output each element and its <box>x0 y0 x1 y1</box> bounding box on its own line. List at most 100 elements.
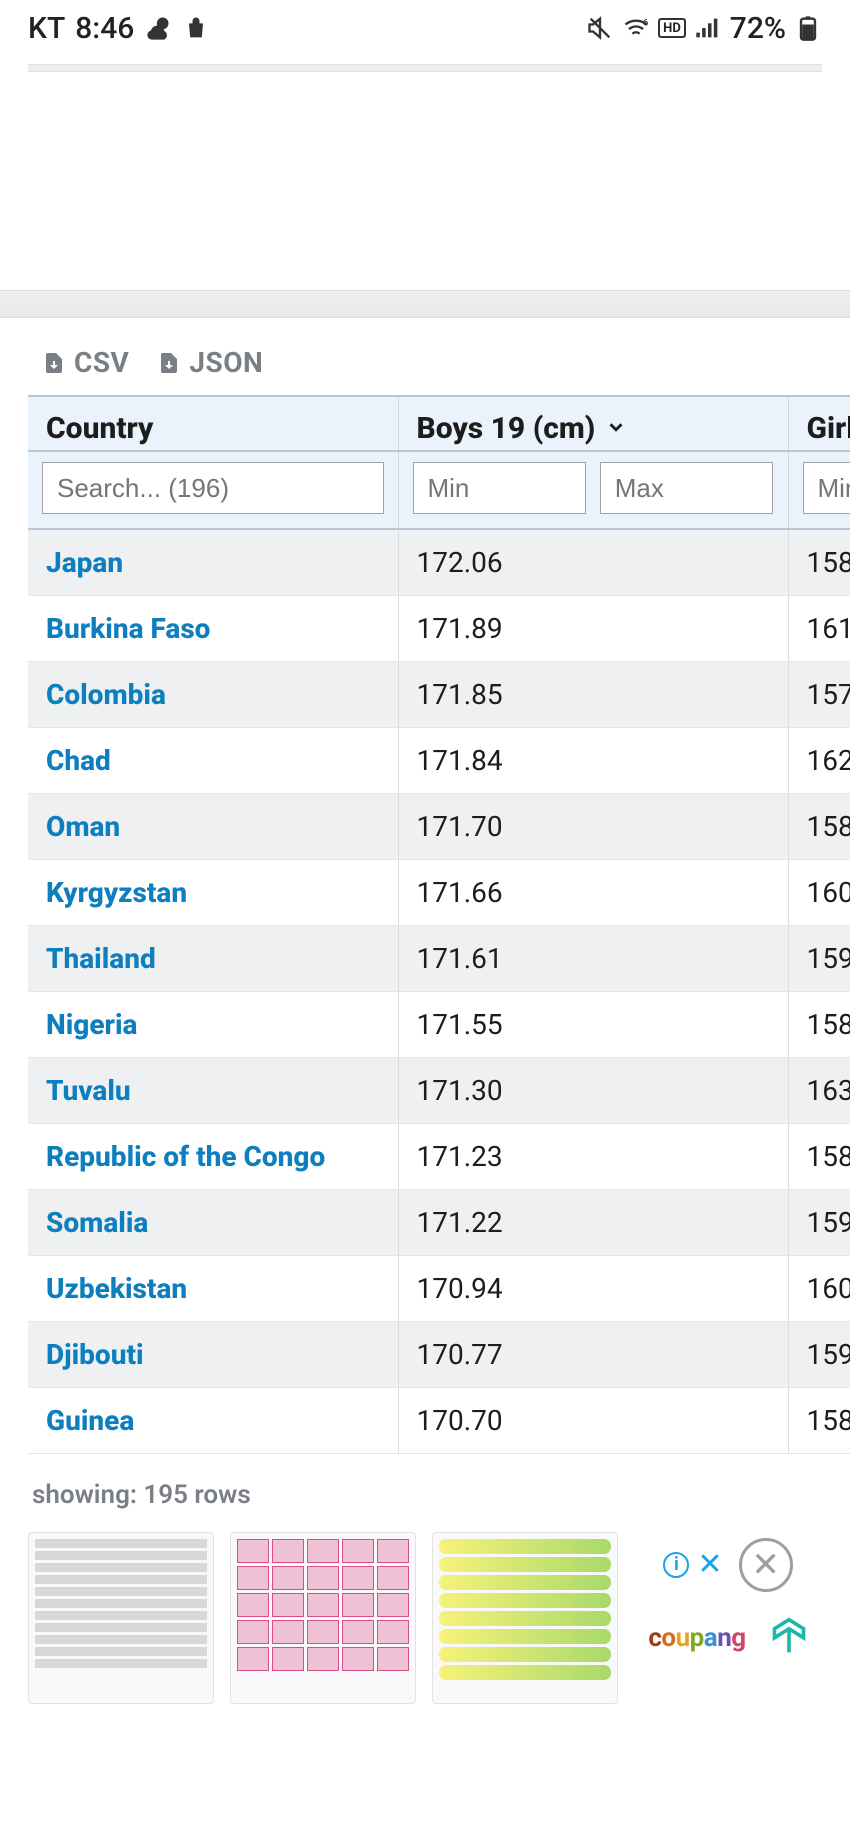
girls-cell: 159 <box>788 925 850 991</box>
table-row: Kyrgyzstan171.66160 <box>28 859 850 925</box>
boys-cell: 171.61 <box>398 925 788 991</box>
boys-cell: 171.89 <box>398 595 788 661</box>
showing-rows: showing: 195 rows <box>28 1454 850 1510</box>
boys-cell: 170.94 <box>398 1255 788 1321</box>
header-boys[interactable]: Boys 19 (cm) <box>398 396 788 451</box>
ad-card-3[interactable] <box>432 1532 618 1704</box>
country-cell[interactable]: Guinea <box>28 1387 398 1453</box>
girls-cell: 157 <box>788 661 850 727</box>
bag-icon <box>182 14 210 42</box>
girls-cell: 158 <box>788 529 850 595</box>
header-country[interactable]: Country <box>28 396 398 451</box>
export-row: CSV JSON <box>28 346 850 395</box>
country-cell[interactable]: Somalia <box>28 1189 398 1255</box>
country-cell[interactable]: Colombia <box>28 661 398 727</box>
country-cell[interactable]: Chad <box>28 727 398 793</box>
status-bar: KT 8:46 6 HD 72% <box>0 0 850 56</box>
country-cell[interactable]: Uzbekistan <box>28 1255 398 1321</box>
girls-cell: 160 <box>788 859 850 925</box>
top-divider <box>28 64 822 72</box>
country-cell[interactable]: Djibouti <box>28 1321 398 1387</box>
height-table: Country Boys 19 (cm) Girl <box>28 395 850 1454</box>
main-content: CSV JSON Country Boys 19 (cm) Girl <box>0 318 850 1510</box>
country-cell[interactable]: Burkina Faso <box>28 595 398 661</box>
status-left: KT 8:46 <box>28 11 210 46</box>
carrier-label: KT <box>28 11 65 46</box>
export-json-button[interactable]: JSON <box>157 346 263 379</box>
ad-brand[interactable]: coupang <box>648 1623 745 1653</box>
country-cell[interactable]: Thailand <box>28 925 398 991</box>
table-wrap: Country Boys 19 (cm) Girl <box>28 395 850 1454</box>
download-icon <box>42 351 66 375</box>
country-cell[interactable]: Tuvalu <box>28 1057 398 1123</box>
girls-min-input[interactable] <box>803 462 850 514</box>
country-cell[interactable]: Oman <box>28 793 398 859</box>
section-divider <box>0 290 850 318</box>
hd-icon: HD <box>658 18 686 38</box>
girls-cell: 163 <box>788 1057 850 1123</box>
table-row: Guinea170.70158 <box>28 1387 850 1453</box>
table-row: Uzbekistan170.94160 <box>28 1255 850 1321</box>
battery-icon <box>794 14 822 42</box>
table-row: Somalia171.22159 <box>28 1189 850 1255</box>
table-row: Chad171.84162 <box>28 727 850 793</box>
girls-cell: 161 <box>788 595 850 661</box>
boys-cell: 171.55 <box>398 991 788 1057</box>
girls-cell: 160 <box>788 1255 850 1321</box>
boys-cell: 171.22 <box>398 1189 788 1255</box>
header-girls[interactable]: Girl <box>788 396 850 451</box>
clock: 8:46 <box>75 11 134 46</box>
boys-cell: 170.70 <box>398 1387 788 1453</box>
boys-cell: 171.85 <box>398 661 788 727</box>
girls-cell: 162 <box>788 727 850 793</box>
export-csv-label: CSV <box>74 346 129 379</box>
export-json-label: JSON <box>189 346 263 379</box>
table-row: Tuvalu171.30163 <box>28 1057 850 1123</box>
boys-max-input[interactable] <box>600 462 773 514</box>
girls-cell: 158 <box>788 1123 850 1189</box>
signal-icon <box>694 14 722 42</box>
boys-cell: 171.84 <box>398 727 788 793</box>
battery-percent: 72% <box>730 11 786 46</box>
country-cell[interactable]: Republic of the Congo <box>28 1123 398 1189</box>
wifi-icon: 6 <box>622 14 650 42</box>
ad-close-button[interactable]: ✕ <box>739 1538 793 1592</box>
girls-cell: 158 <box>788 1387 850 1453</box>
ad-info-icon[interactable]: i <box>663 1552 689 1578</box>
boys-min-input[interactable] <box>413 462 586 514</box>
cloud-icon <box>144 14 172 42</box>
boys-cell: 171.30 <box>398 1057 788 1123</box>
girls-cell: 159 <box>788 1189 850 1255</box>
boys-cell: 172.06 <box>398 529 788 595</box>
download-icon <box>157 351 181 375</box>
export-csv-button[interactable]: CSV <box>42 346 129 379</box>
boys-cell: 171.70 <box>398 793 788 859</box>
ad-card-2[interactable] <box>230 1532 416 1704</box>
status-right: 6 HD 72% <box>586 11 822 46</box>
mute-icon <box>586 14 614 42</box>
table-row: Thailand171.61159 <box>28 925 850 991</box>
svg-text:6: 6 <box>643 18 648 29</box>
chevron-down-icon <box>605 411 627 446</box>
country-cell[interactable]: Nigeria <box>28 991 398 1057</box>
table-row: Burkina Faso171.89161 <box>28 595 850 661</box>
table-row: Republic of the Congo171.23158 <box>28 1123 850 1189</box>
country-cell[interactable]: Japan <box>28 529 398 595</box>
boys-cell: 170.77 <box>398 1321 788 1387</box>
ad-card-1[interactable] <box>28 1532 214 1704</box>
boys-cell: 171.23 <box>398 1123 788 1189</box>
arrow-icon[interactable] <box>770 1616 808 1660</box>
table-row: Colombia171.85157 <box>28 661 850 727</box>
girls-cell: 159 <box>788 1321 850 1387</box>
table-row: Djibouti170.77159 <box>28 1321 850 1387</box>
girls-cell: 158 <box>788 793 850 859</box>
ad-dismiss-icon[interactable]: ✕ <box>697 1547 722 1582</box>
table-row: Oman171.70158 <box>28 793 850 859</box>
blank-area <box>0 72 850 290</box>
girls-cell: 158 <box>788 991 850 1057</box>
table-row: Nigeria171.55158 <box>28 991 850 1057</box>
ad-strip: i ✕ ✕ coupang <box>0 1510 850 1704</box>
country-cell[interactable]: Kyrgyzstan <box>28 859 398 925</box>
search-input[interactable] <box>42 462 384 514</box>
table-row: Japan172.06158 <box>28 529 850 595</box>
